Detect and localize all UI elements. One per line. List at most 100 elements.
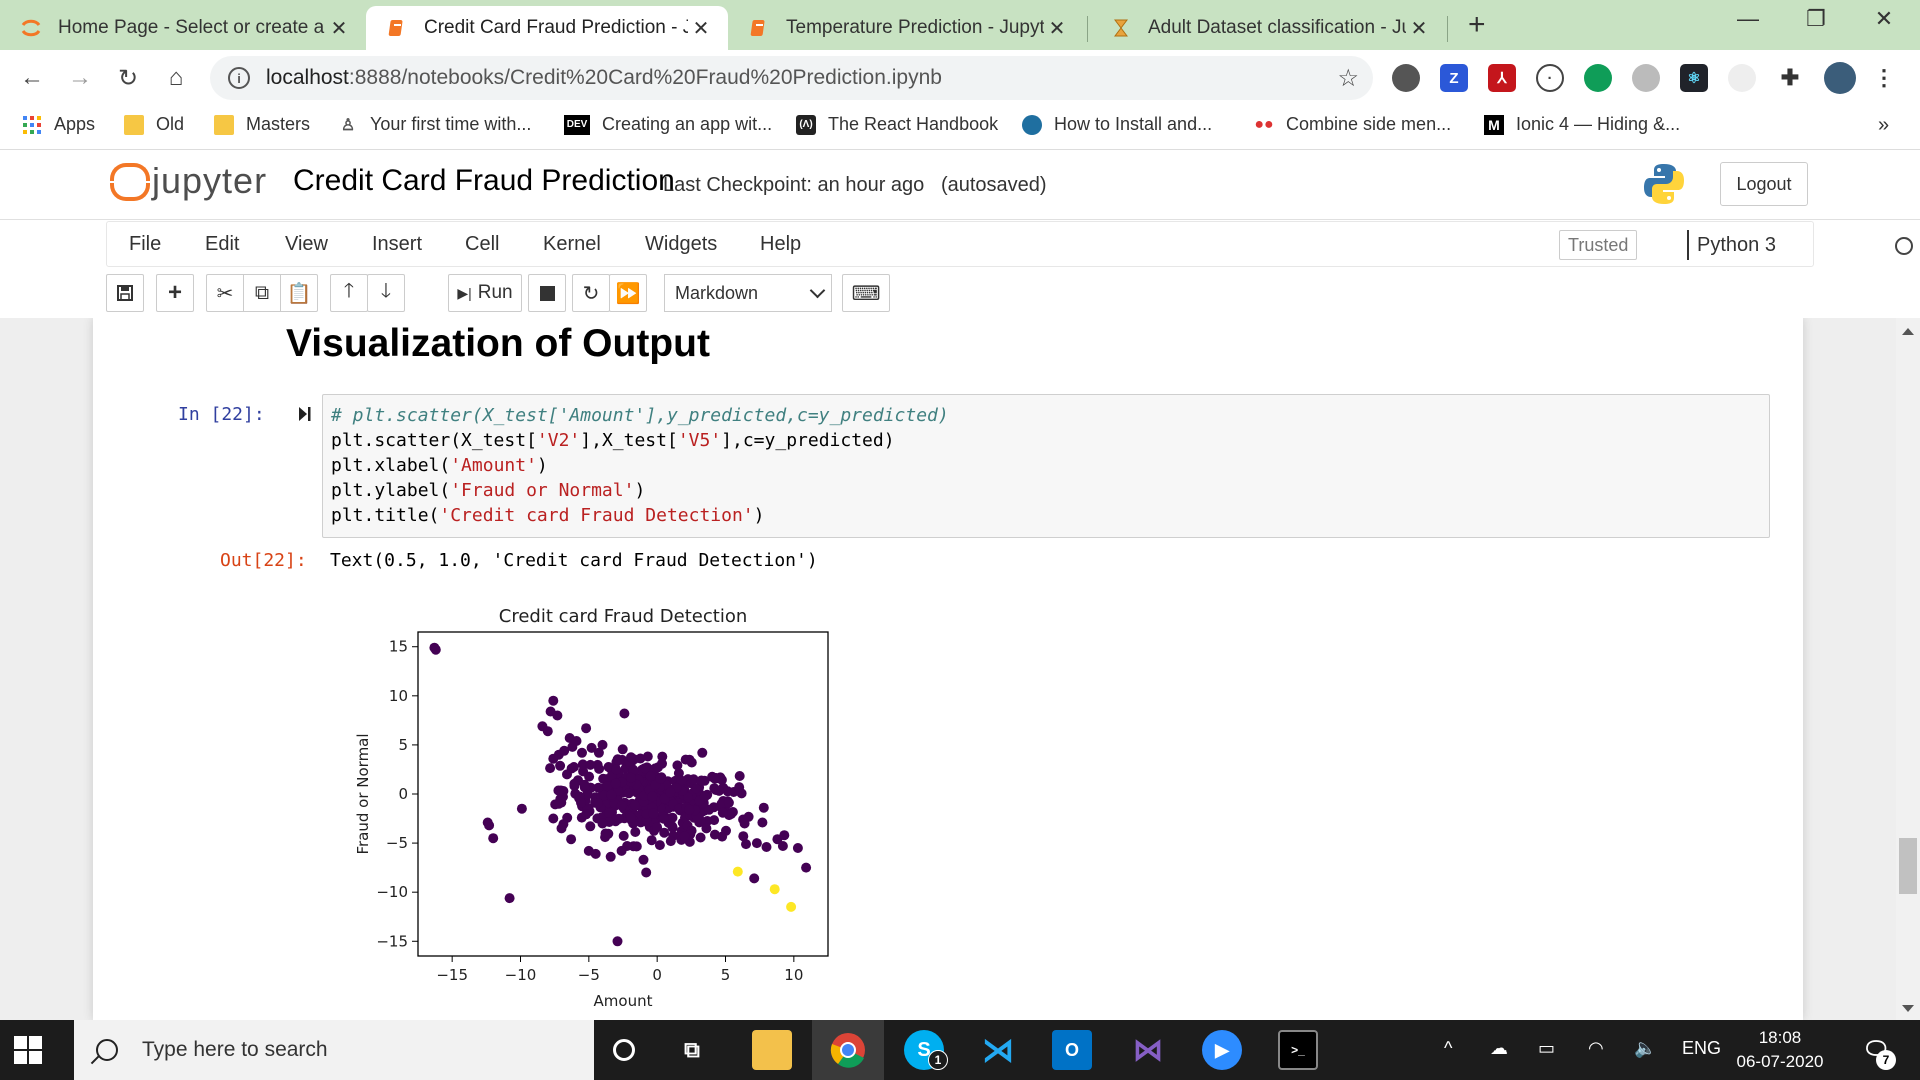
menu-edit[interactable]: Edit: [205, 233, 240, 255]
scroll-up-icon[interactable]: [1902, 328, 1914, 335]
file-explorer-icon[interactable]: [752, 1030, 792, 1070]
onedrive-icon[interactable]: ☁: [1490, 1038, 1508, 1058]
tab-temperature-prediction[interactable]: Temperature Prediction - Jupyter ✕: [728, 6, 1084, 50]
menu-view[interactable]: View: [285, 233, 328, 255]
address-bar[interactable]: i localhost:8888/notebooks/Credit%20Card…: [210, 56, 1373, 100]
scatter-point: [585, 821, 596, 832]
battery-icon[interactable]: ▭: [1538, 1038, 1556, 1058]
notebook-title[interactable]: Credit Card Fraud Prediction: [293, 164, 675, 197]
task-view-icon[interactable]: ⧉: [684, 1037, 700, 1062]
chart-title: Credit card Fraud Detection: [499, 606, 747, 627]
minimize-icon[interactable]: —: [1737, 6, 1759, 31]
restart-kernel-button[interactable]: ↻: [572, 274, 610, 312]
site-info-icon[interactable]: i: [228, 67, 250, 89]
tab-adult-dataset[interactable]: Adult Dataset classification - Jupy ✕: [1090, 6, 1446, 50]
menu-kernel[interactable]: Kernel: [543, 233, 601, 255]
chrome-icon[interactable]: [828, 1030, 868, 1070]
notebook-scroll-area[interactable]: Visualization of Output In [22]: # plt.s…: [0, 318, 1920, 1020]
react-devtools-icon[interactable]: ⚛: [1680, 64, 1708, 92]
zoom-icon[interactable]: ▶: [1202, 1030, 1242, 1070]
tab-home-page[interactable]: Home Page - Select or create a n ✕: [0, 6, 366, 50]
windows-start-icon[interactable]: [14, 1036, 42, 1064]
scatter-point: [695, 832, 706, 843]
browser-menu-icon[interactable]: ⋮: [1873, 65, 1895, 90]
taskbar-search-box[interactable]: Type here to search: [74, 1020, 594, 1080]
insert-cell-button[interactable]: +: [156, 274, 194, 312]
bookmark-creating-app[interactable]: DEV Creating an app wit...: [564, 114, 772, 135]
bookmark-ionic[interactable]: M Ionic 4 — Hiding &...: [1484, 114, 1680, 135]
move-up-button[interactable]: 🡑: [330, 274, 368, 312]
vscode-icon[interactable]: ⋊: [982, 1032, 1014, 1068]
menu-insert[interactable]: Insert: [372, 233, 423, 255]
chevron-up-icon[interactable]: ^: [1444, 1038, 1453, 1058]
profile-avatar[interactable]: [1824, 62, 1856, 94]
bookmark-react-handbook[interactable]: (Λ) The React Handbook: [796, 114, 998, 135]
zotero-icon[interactable]: Z: [1440, 64, 1468, 92]
url-text[interactable]: localhost:8888/notebooks/Credit%20Card%2…: [266, 66, 942, 89]
scatter-point: [751, 838, 762, 849]
close-icon[interactable]: ✕: [1410, 17, 1428, 40]
scatter-point: [581, 723, 592, 734]
wifi-icon[interactable]: ◠: [1588, 1038, 1604, 1058]
green-extension-icon[interactable]: [1584, 64, 1612, 92]
close-icon[interactable]: ✕: [692, 17, 710, 40]
close-icon[interactable]: ✕: [1048, 17, 1066, 40]
close-window-icon[interactable]: ✕: [1874, 6, 1894, 31]
home-icon[interactable]: ⌂: [168, 64, 184, 91]
system-clock[interactable]: 18:08 06-07-2020: [1720, 1026, 1840, 1074]
cell-type-select[interactable]: Markdown: [664, 274, 832, 312]
tab-credit-card-fraud[interactable]: Credit Card Fraud Prediction - Ju ✕: [366, 6, 728, 50]
scrollbar-thumb[interactable]: [1899, 838, 1917, 894]
scroll-down-icon[interactable]: [1902, 1005, 1914, 1012]
extension-circle-icon[interactable]: [1392, 64, 1420, 92]
back-icon[interactable]: ←: [20, 64, 44, 91]
language-indicator[interactable]: ENG: [1682, 1038, 1722, 1058]
jupyter-header: jupyter Credit Card Fraud Prediction Las…: [0, 150, 1920, 220]
bookmark-apps[interactable]: Apps: [22, 114, 95, 135]
menu-cell[interactable]: Cell: [465, 233, 500, 255]
vertical-scrollbar[interactable]: [1896, 318, 1920, 1020]
visual-studio-icon[interactable]: ⋈: [1133, 1033, 1163, 1067]
close-icon[interactable]: ✕: [330, 17, 348, 40]
extensions-puzzle-icon[interactable]: ✚: [1780, 65, 1800, 90]
volume-icon[interactable]: 🔈: [1634, 1038, 1657, 1058]
bookmark-combine-side[interactable]: ●● Combine side men...: [1254, 114, 1451, 135]
command-palette-button[interactable]: ⌨: [842, 274, 890, 312]
interrupt-button[interactable]: [528, 274, 566, 312]
code-cell-input[interactable]: # plt.scatter(X_test['Amount'],y_predict…: [322, 394, 1770, 538]
terminal-icon[interactable]: >_: [1278, 1030, 1318, 1070]
search-icon: [96, 1039, 118, 1061]
disabled-extension-icon[interactable]: [1728, 64, 1756, 92]
bookmark-masters[interactable]: Masters: [214, 114, 310, 135]
forward-icon[interactable]: →: [68, 64, 92, 91]
copy-button[interactable]: ⧉: [243, 274, 281, 312]
menu-help[interactable]: Help: [760, 233, 802, 255]
bookmark-how-to-install[interactable]: How to Install and...: [1022, 114, 1212, 135]
reload-icon[interactable]: ↻: [117, 64, 139, 92]
pdf-icon[interactable]: ⅄: [1488, 64, 1516, 92]
cut-button[interactable]: ✂: [206, 274, 244, 312]
code-extension-icon[interactable]: ·: [1536, 64, 1564, 92]
menu-file[interactable]: File: [129, 233, 162, 255]
bookmark-label: The React Handbook: [828, 114, 999, 134]
paste-button[interactable]: 📋: [280, 274, 318, 312]
jupyter-logo[interactable]: jupyter: [110, 160, 267, 202]
logout-button[interactable]: Logout: [1720, 162, 1808, 206]
bookmark-old[interactable]: Old: [124, 114, 184, 135]
move-down-button[interactable]: 🡓: [367, 274, 405, 312]
restart-run-all-button[interactable]: ⏩: [609, 274, 647, 312]
save-button[interactable]: [106, 274, 144, 312]
outlook-icon[interactable]: O: [1052, 1030, 1092, 1070]
bookmark-first-time[interactable]: ♙ Your first time with...: [338, 114, 532, 135]
restore-icon[interactable]: ❐: [1806, 6, 1826, 31]
new-tab-button[interactable]: +: [1468, 8, 1486, 41]
gray-extension-icon[interactable]: [1632, 64, 1660, 92]
bookmark-star-icon[interactable]: ☆: [1337, 65, 1359, 92]
bookmarks-overflow[interactable]: »: [1878, 114, 1890, 136]
menu-widgets[interactable]: Widgets: [645, 233, 718, 255]
trusted-indicator[interactable]: Trusted: [1559, 230, 1638, 260]
markdown-heading[interactable]: Visualization of Output: [286, 322, 710, 365]
run-cell-icon[interactable]: [298, 404, 312, 424]
run-button[interactable]: ▶| Run: [448, 274, 522, 312]
cortana-icon[interactable]: [604, 1030, 644, 1070]
